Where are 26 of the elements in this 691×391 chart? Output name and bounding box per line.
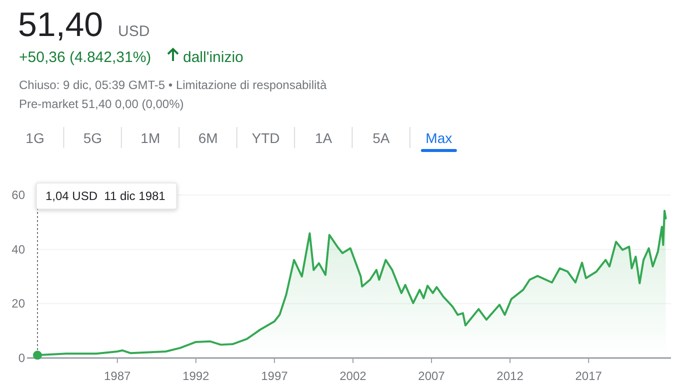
text: dall'inizio — [183, 49, 244, 66]
x-tick-label: 1997 — [261, 369, 288, 383]
y-tick-label: 20 — [12, 296, 26, 311]
x-tick-label: 2012 — [496, 369, 524, 383]
text: Pre-market 51,40 0,00 (0,00%) — [19, 97, 184, 111]
text: YTD — [252, 130, 280, 146]
text: 1A — [314, 130, 333, 146]
y-tick-label: 0 — [18, 351, 26, 365]
text: 5A — [372, 130, 390, 146]
chart-subtitle: USD — [118, 23, 150, 40]
text: 5G — [83, 130, 102, 146]
x-tick-label: 2017 — [575, 369, 602, 383]
text: Chiuso: 9 dic, 05:39 GMT-5 • Limitazione di responsabilità — [19, 78, 328, 92]
annotation: 1,04 USD 11 dic 1981 — [45, 189, 166, 203]
text: Max — [426, 130, 452, 146]
x-tick-label: 1992 — [182, 369, 210, 383]
text: 1G — [26, 130, 44, 146]
text: 1M — [140, 130, 160, 146]
y-tick-label: 60 — [12, 188, 26, 202]
text: +50,36 (4.842,31%) — [19, 49, 152, 66]
y-tick-label: 40 — [12, 242, 26, 256]
x-tick-label: 2007 — [418, 369, 446, 383]
x-tick-label: 2002 — [340, 369, 367, 383]
x-tick-label: 1987 — [104, 369, 132, 383]
chart-title: 51,40 — [18, 6, 104, 44]
text: 6M — [198, 130, 218, 146]
